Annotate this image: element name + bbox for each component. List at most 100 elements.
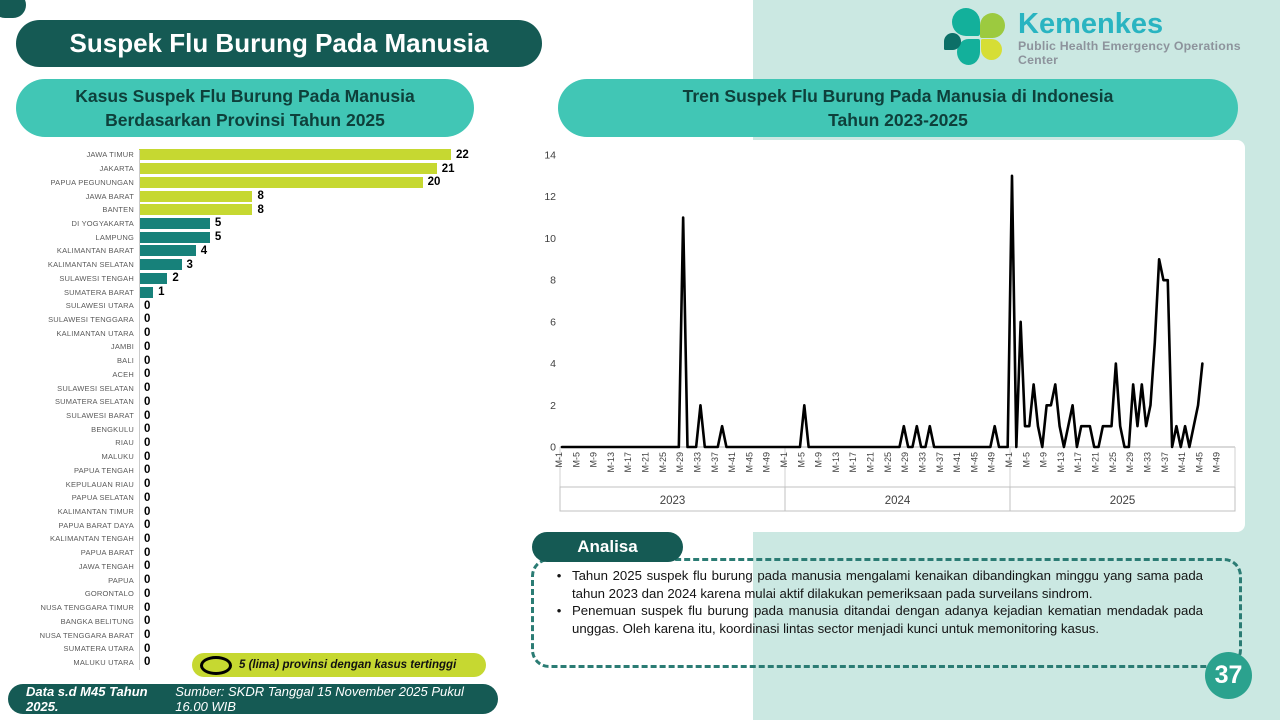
bar-rect xyxy=(139,163,437,175)
bar-category-label: BENGKULU xyxy=(91,424,134,434)
year-label: 2025 xyxy=(1110,495,1136,507)
bar-row: KALIMANTAN SELATAN 3 xyxy=(28,258,520,272)
bar-row: SULAWESI TENGAH 2 xyxy=(28,271,520,285)
bar-value-label: 0 xyxy=(144,505,151,518)
bar-value-label: 0 xyxy=(144,478,151,491)
logo-name: Kemenkes xyxy=(1018,7,1164,40)
bar-category-label: JAMBI xyxy=(110,342,134,352)
bar-row: JAMBI 0 xyxy=(28,340,520,354)
bar-value-label: 0 xyxy=(144,464,151,477)
bar-value-label: 0 xyxy=(144,450,151,463)
logo-subtitle: Public Health Emergency Operations Cente… xyxy=(1018,39,1241,68)
analysis-box: • Tahun 2025 suspek flu burung pada manu… xyxy=(531,558,1242,668)
bullet-icon: • xyxy=(556,603,562,619)
bar-category-label: JAWA TIMUR xyxy=(86,150,134,160)
bar-row: NUSA TENGGARA BARAT 0 xyxy=(28,628,520,642)
logo-petal-green xyxy=(980,13,1005,38)
bar-value-label: 4 xyxy=(200,244,208,257)
bar-category-label: KALIMANTAN UTARA xyxy=(56,328,134,338)
bar-value-label: 0 xyxy=(144,519,151,532)
bar-value-label: 0 xyxy=(144,629,151,642)
bar-category-label: JAWA BARAT xyxy=(85,191,134,201)
x-tick-label: M-21 xyxy=(641,452,651,473)
bar-row: SULAWESI UTARA 0 xyxy=(28,299,520,313)
bar-rect xyxy=(139,176,423,188)
x-tick-label: M-33 xyxy=(917,452,927,473)
bar-row: SUMATERA BARAT 1 xyxy=(28,285,520,299)
x-tick-label: M-37 xyxy=(710,452,720,473)
bar-row: RIAU 0 xyxy=(28,436,520,450)
bar-row: SUMATERA SELATAN 0 xyxy=(28,395,520,409)
bar-row: MALUKU UTARA 0 xyxy=(28,656,520,670)
bar-category-label: KEPULAUAN RIAU xyxy=(65,479,134,489)
line-chart-panel xyxy=(545,140,1245,532)
year-label: 2024 xyxy=(885,495,911,507)
bar-row: JAWA BARAT 8 xyxy=(28,189,520,203)
bar-category-label: KALIMANTAN TENGAH xyxy=(50,534,134,544)
analysis-bullet-1: • Tahun 2025 suspek flu burung pada manu… xyxy=(546,567,1203,602)
bar-value-label: 0 xyxy=(144,560,151,573)
bar-category-label: NUSA TENGGARA BARAT xyxy=(39,630,134,640)
bar-category-label: PAPUA PEGUNUNGAN xyxy=(50,177,134,187)
bar-row: KALIMANTAN TIMUR 0 xyxy=(28,505,520,519)
bar-value-label: 0 xyxy=(144,574,151,587)
x-tick-label: M-13 xyxy=(606,452,616,473)
bar-rect xyxy=(139,272,168,284)
trend-line xyxy=(560,174,1204,449)
bar-value-label: 0 xyxy=(144,601,151,614)
bar-row: KEPULAUAN RIAU 0 xyxy=(28,477,520,491)
legend-label: 5 (lima) provinsi dengan kasus tertinggi xyxy=(239,659,457,671)
bar-row: BANTEN 8 xyxy=(28,203,520,217)
x-tick-label: M-17 xyxy=(1073,452,1083,473)
year-label: 2023 xyxy=(660,495,686,507)
bar-row: LAMPUNG 5 xyxy=(28,230,520,244)
page-title: Suspek Flu Burung Pada Manusia xyxy=(16,20,542,67)
x-tick-label: M-41 xyxy=(727,452,737,473)
bar-category-label: MALUKU xyxy=(101,452,134,462)
x-tick-label: M-21 xyxy=(866,452,876,473)
x-tick-label: M-49 xyxy=(987,452,997,473)
bar-category-label: KALIMANTAN TIMUR xyxy=(57,507,134,517)
bar-row: SULAWESI BARAT 0 xyxy=(28,409,520,423)
bar-chart: JAWA TIMUR 22 JAKARTA 21 PAPUA PEGUNUNGAN 20 J… xyxy=(28,148,520,670)
bar-value-label: 8 xyxy=(257,190,264,203)
bar-row: PAPUA 0 xyxy=(28,573,520,587)
bar-row: ACEH 0 xyxy=(28,368,520,382)
bar-row: PAPUA PEGUNUNGAN 20 xyxy=(28,175,520,189)
bar-rect xyxy=(139,217,210,229)
bar-value-label: 20 xyxy=(427,176,441,189)
x-tick-label: M-13 xyxy=(831,452,841,473)
bar-value-label: 0 xyxy=(144,546,151,559)
bar-rect xyxy=(139,245,196,257)
bar-category-label: JAKARTA xyxy=(99,164,134,174)
x-tick-label: M-5 xyxy=(571,452,581,468)
bar-category-label: PAPUA BARAT xyxy=(80,548,134,558)
bar-row: SUMATERA UTARA 0 xyxy=(28,642,520,656)
line-chart-title-line1: Tren Suspek Flu Burung Pada Manusia di I… xyxy=(682,85,1114,106)
bar-value-label: 0 xyxy=(144,587,151,600)
x-tick-label: M-5 xyxy=(1021,452,1031,468)
x-tick-label: M-9 xyxy=(1039,452,1049,468)
logo-petal-darkteal xyxy=(944,33,961,50)
y-tick-label: 14 xyxy=(544,150,556,162)
x-tick-label: M-25 xyxy=(883,452,893,473)
bar-value-label: 0 xyxy=(144,491,151,504)
bar-row: BALI 0 xyxy=(28,354,520,368)
bar-value-label: 0 xyxy=(144,532,151,545)
y-tick-label: 12 xyxy=(544,191,556,203)
bar-row: BANGKA BELITUNG 0 xyxy=(28,614,520,628)
bar-value-label: 0 xyxy=(144,436,151,449)
x-tick-label: M-9 xyxy=(814,452,824,468)
bar-row: JAWA TENGAH 0 xyxy=(28,560,520,574)
bar-category-label: GORONTALO xyxy=(84,589,134,599)
bar-value-label: 0 xyxy=(144,327,151,340)
bar-category-label: BANTEN xyxy=(102,205,134,215)
x-tick-label: M-29 xyxy=(675,452,685,473)
bar-chart-title: Kasus Suspek Flu Burung Pada Manusia Ber… xyxy=(16,79,474,137)
x-tick-label: M-33 xyxy=(1142,452,1152,473)
x-tick-label: M-25 xyxy=(658,452,668,473)
bar-value-label: 2 xyxy=(172,272,179,285)
bar-row: NUSA TENGGARA TIMUR 0 xyxy=(28,601,520,615)
x-tick-label: M-33 xyxy=(692,452,702,473)
logo-petal-yellow xyxy=(981,39,1002,60)
